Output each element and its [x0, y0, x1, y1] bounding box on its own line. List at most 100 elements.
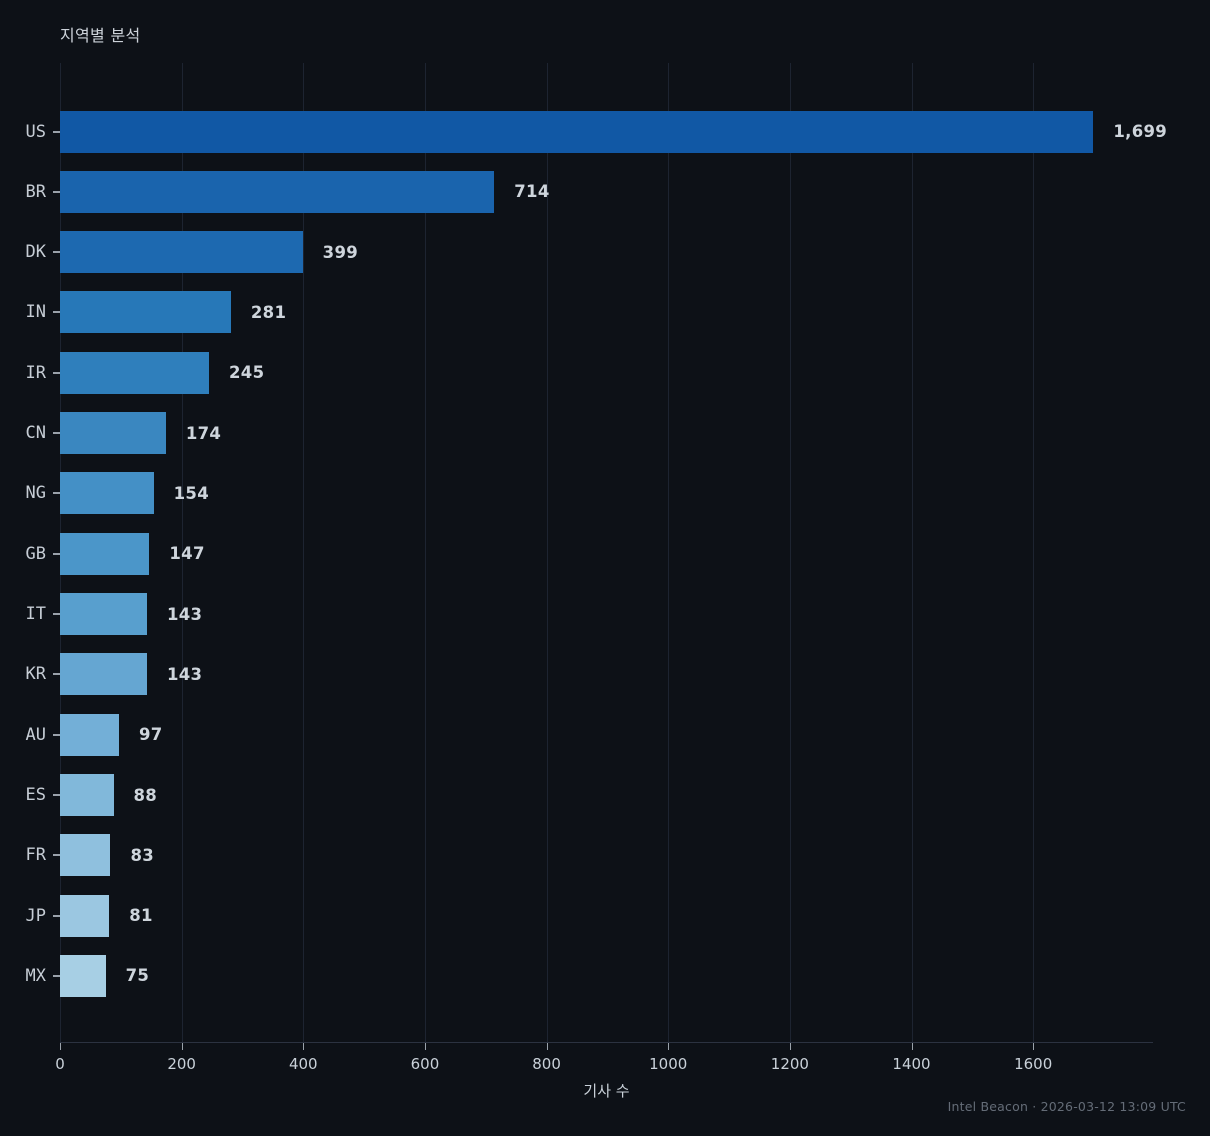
- value-label-IN: 281: [250, 302, 287, 322]
- bar-IT: [60, 593, 147, 636]
- x-tick-mark-1400: [911, 1043, 913, 1050]
- x-tick-mark-1200: [789, 1043, 791, 1050]
- bar-CN: [60, 412, 166, 455]
- category-label-NG: NG: [25, 483, 46, 504]
- gridline-x-800: [546, 63, 548, 1042]
- bar-GB: [60, 532, 150, 575]
- y-tick-mark: [53, 432, 60, 435]
- bar-ES: [60, 774, 114, 817]
- y-tick-mark: [53, 552, 60, 555]
- x-tick-mark-200: [181, 1043, 183, 1050]
- y-tick-mark: [53, 974, 60, 977]
- value-label-JP: 81: [129, 906, 153, 926]
- bar-row-IT: IT 143: [26, 593, 1153, 636]
- category-label-FR: FR: [25, 845, 46, 866]
- y-tick-mark: [53, 733, 60, 736]
- value-label-CN: 174: [185, 423, 222, 443]
- x-tick-mark-400: [303, 1043, 305, 1050]
- bar-IN: [60, 291, 231, 334]
- x-tick-mark-0: [60, 1043, 61, 1050]
- bar-row-IR: IR 245: [26, 351, 1153, 394]
- bar-JP: [60, 894, 110, 937]
- bar-AU: [60, 713, 119, 756]
- y-tick-mark: [53, 371, 60, 374]
- bar-row-GB: GB 147: [26, 532, 1153, 575]
- bar-row-JP: JP 81: [26, 894, 1153, 937]
- x-tick-label-800: 800: [532, 1055, 561, 1073]
- category-label-AU: AU: [25, 724, 46, 745]
- bar-row-KR: KR 143: [26, 653, 1153, 696]
- category-label-IN: IN: [25, 302, 46, 323]
- y-tick-mark: [53, 492, 60, 495]
- category-label-IR: IR: [25, 362, 46, 383]
- gridline-x-1200: [789, 63, 791, 1042]
- x-tick-label-200: 200: [167, 1055, 196, 1073]
- value-label-NG: 154: [173, 483, 209, 503]
- bar-row-CN: CN 174: [26, 412, 1153, 455]
- bar-row-DK: DK 399: [26, 231, 1153, 274]
- bar-row-BR: BR 714: [26, 170, 1153, 213]
- category-label-JP: JP: [25, 905, 46, 926]
- category-label-BR: BR: [25, 181, 46, 202]
- x-tick-mark-600: [424, 1043, 426, 1050]
- value-label-KR: 143: [166, 664, 203, 684]
- value-label-GB: 147: [169, 544, 205, 564]
- y-tick-mark: [53, 130, 60, 133]
- bar-IR: [60, 351, 210, 394]
- x-tick-label-1400: 1400: [892, 1055, 931, 1073]
- y-tick-mark: [53, 673, 60, 676]
- gridline-x-1400: [911, 63, 913, 1042]
- category-label-CN: CN: [25, 423, 46, 444]
- x-axis-line: [60, 1042, 1153, 1043]
- value-label-US: 1,699: [1113, 122, 1168, 141]
- y-tick-mark: [53, 854, 60, 857]
- gridline-x-1600: [1033, 63, 1035, 1042]
- y-tick-mark: [53, 311, 60, 314]
- bar-row-ES: ES 88: [26, 774, 1153, 817]
- bar-row-AU: AU 97: [26, 713, 1153, 756]
- bar-DK: [60, 231, 303, 274]
- x-tick-mark-1000: [668, 1043, 670, 1050]
- category-label-MX: MX: [25, 965, 46, 986]
- bar-row-US: US 1,699: [26, 110, 1167, 153]
- y-tick-mark: [53, 251, 60, 254]
- value-label-IR: 245: [229, 363, 265, 383]
- value-label-FR: 83: [130, 845, 155, 865]
- footer-credit: Intel Beacon · 2026-03-12 13:09 UTC: [947, 1099, 1186, 1114]
- y-tick-mark: [53, 914, 60, 917]
- bar-KR: [60, 653, 147, 696]
- category-label-ES: ES: [25, 785, 46, 806]
- bar-row-MX: MX 75: [26, 954, 1153, 997]
- gridline-x-200: [181, 63, 183, 1042]
- chart-title: 지역별 분석: [60, 26, 141, 45]
- bar-row-NG: NG 154: [26, 472, 1153, 515]
- x-tick-mark-800: [546, 1043, 548, 1050]
- category-label-IT: IT: [25, 604, 46, 625]
- y-tick-mark: [53, 190, 60, 193]
- value-label-ES: 88: [133, 785, 158, 805]
- value-label-AU: 97: [138, 725, 163, 745]
- category-label-GB: GB: [25, 543, 46, 564]
- bar-FR: [60, 834, 111, 877]
- bar-MX: [60, 954, 106, 997]
- category-label-US: US: [25, 121, 46, 142]
- x-tick-label-600: 600: [410, 1055, 440, 1073]
- bar-row-FR: FR 83: [26, 834, 1153, 877]
- category-label-DK: DK: [25, 242, 46, 263]
- gridline-x-1000: [668, 63, 670, 1042]
- value-label-MX: 75: [125, 966, 150, 986]
- category-label-KR: KR: [25, 664, 46, 685]
- x-axis-title: 기사 수: [583, 1082, 630, 1100]
- plot-area: US 1,699 BR 714 DK 399 IN 281 IR 245 CN 174 NG 154 GB 1…: [26, 63, 1167, 1073]
- value-label-DK: 399: [322, 242, 359, 262]
- y-tick-mark: [53, 794, 60, 797]
- bar-row-IN: IN 281: [26, 291, 1153, 334]
- x-tick-mark-1600: [1033, 1043, 1035, 1050]
- x-tick-label-1200: 1200: [770, 1055, 809, 1073]
- gridline-x-400: [303, 63, 305, 1042]
- gridline-x-600: [424, 63, 426, 1042]
- x-tick-label-400: 400: [288, 1055, 318, 1073]
- bar-US: [60, 110, 1094, 153]
- bar-BR: [60, 170, 495, 213]
